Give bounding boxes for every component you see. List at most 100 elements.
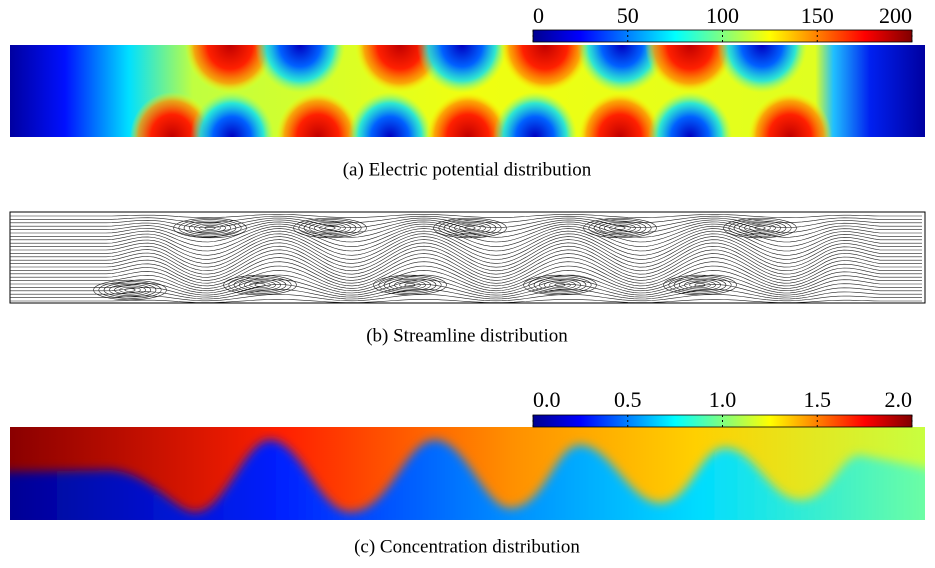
vortex [728, 219, 792, 237]
field-lobe [426, 92, 510, 137]
vortex [394, 280, 426, 290]
vortex [303, 220, 357, 236]
vortex [583, 217, 657, 239]
vortex [614, 226, 626, 230]
vortex [438, 219, 502, 237]
field-lobe [577, 45, 667, 93]
streamline [10, 214, 922, 218]
vortex [233, 277, 287, 293]
streamline [10, 233, 922, 260]
vortex [249, 281, 271, 289]
vortex [98, 281, 162, 299]
vortex [448, 222, 492, 234]
vortex [119, 286, 141, 294]
vortex [588, 219, 652, 237]
vortex [178, 219, 242, 237]
streamline [10, 223, 922, 243]
vortex [93, 279, 167, 301]
vortex [684, 280, 716, 290]
caption: (b) Streamline distribution [366, 325, 568, 346]
vortex [443, 220, 497, 236]
field-lobe [500, 45, 590, 93]
streamline [10, 249, 922, 278]
streamline [10, 236, 922, 264]
streamline [10, 261, 922, 287]
caption: (c) Concentration distribution [354, 536, 580, 557]
vortex [228, 276, 292, 294]
vortex [538, 279, 582, 291]
streamline [10, 228, 922, 252]
vortex [459, 224, 481, 232]
field-lobe [648, 92, 732, 137]
vortex [668, 276, 732, 294]
streamline [10, 270, 922, 292]
field-lobe [493, 92, 577, 137]
colorbar-tick-label: 200 [879, 3, 912, 28]
field-lobe [578, 92, 662, 137]
concentration-field [10, 427, 925, 520]
vortex [593, 220, 647, 236]
vortex [604, 223, 636, 233]
field-lobe [185, 45, 275, 93]
vortex [554, 283, 566, 287]
vortex [528, 276, 592, 294]
vortex [373, 274, 447, 296]
field-lobe [645, 45, 735, 93]
vortex [454, 223, 486, 233]
vortex [199, 224, 221, 232]
vortex [388, 279, 432, 291]
vortex [223, 274, 297, 296]
vortex [738, 222, 782, 234]
vortex [544, 280, 576, 290]
colorbar-tick-label: 50 [617, 3, 639, 28]
vortex [114, 285, 146, 295]
streamline [10, 225, 922, 247]
vortex [383, 277, 437, 293]
field-lobe [348, 92, 432, 137]
vortex [749, 224, 771, 232]
colorbar-tick-label: 0 [533, 3, 544, 28]
colorbar-tick-label: 150 [801, 3, 834, 28]
field-lobe [748, 92, 832, 137]
vortex [733, 220, 787, 236]
vortex [194, 223, 226, 233]
vortex [319, 224, 341, 232]
field-lobe [417, 45, 507, 93]
vortex [183, 220, 237, 236]
vortex [464, 226, 476, 230]
streamline [10, 239, 922, 268]
field-lobe [276, 92, 360, 137]
vortex [723, 217, 797, 239]
streamline [10, 245, 922, 275]
vortex [238, 279, 282, 291]
streamline [10, 242, 922, 272]
colorbar-tick-label: 100 [706, 3, 739, 28]
vortex [433, 217, 507, 239]
vortex [293, 217, 367, 239]
field-lobe [190, 92, 274, 137]
vortex [204, 226, 216, 230]
colorbar-tick-label: 1.0 [709, 387, 737, 412]
vortex [609, 224, 631, 232]
vortex [244, 280, 276, 290]
streamline [10, 257, 922, 284]
streamline [10, 221, 922, 238]
vortex [404, 283, 416, 287]
vortex [678, 279, 722, 291]
vortex [744, 223, 776, 233]
vortex [188, 222, 232, 234]
vortex [314, 223, 346, 233]
vortex [533, 277, 587, 293]
colorbar-tick-label: 0.0 [533, 387, 561, 412]
caption: (a) Electric potential distribution [343, 159, 592, 180]
vortex [298, 219, 362, 237]
vortex [108, 284, 152, 296]
vortex [754, 226, 766, 230]
vortex [254, 283, 266, 287]
vortex [689, 281, 711, 289]
field-lobe [255, 45, 345, 93]
vortex [694, 283, 706, 287]
potential-field [10, 45, 925, 137]
vortex [549, 281, 571, 289]
